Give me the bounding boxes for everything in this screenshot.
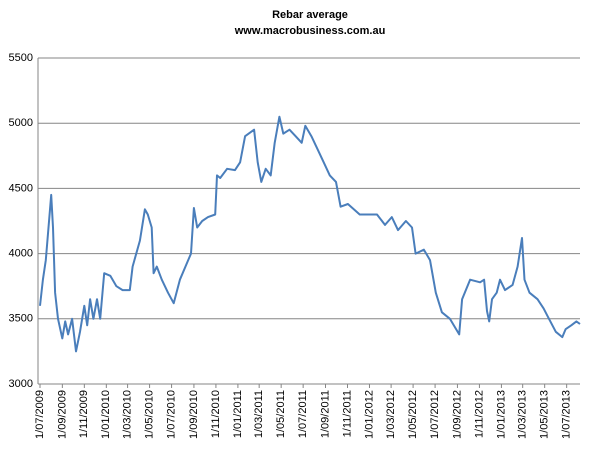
x-tick-label: 1/11/2009 (78, 390, 90, 438)
y-tick-label: 4500 (9, 182, 33, 194)
x-tick-label: 1/11/2010 (210, 390, 222, 438)
x-tick-label: 1/07/2012 (429, 390, 441, 439)
x-tick-label: 1/05/2012 (407, 390, 419, 439)
x-tick-label: 1/11/2012 (473, 390, 485, 438)
x-tick-label: 1/05/2010 (143, 390, 155, 439)
x-tick-label: 1/09/2012 (451, 390, 463, 439)
plot-area (38, 58, 580, 384)
x-tick-label: 1/01/2013 (495, 390, 507, 439)
x-tick-label: 1/03/2010 (122, 390, 134, 439)
y-tick-label: 5500 (9, 52, 33, 64)
x-tick-label: 1/07/2013 (561, 390, 573, 439)
x-tick-label: 1/05/2011 (275, 390, 287, 438)
x-tick-label: 1/07/2011 (297, 390, 309, 438)
x-tick-label: 1/07/2010 (165, 390, 177, 439)
x-tick-label: 1/03/2011 (253, 390, 265, 438)
x-tick-label: 1/01/2010 (100, 390, 112, 439)
x-tick-label: 1/01/2012 (363, 390, 375, 439)
data-line (39, 115, 581, 353)
x-tick-label: 1/07/2009 (34, 390, 46, 439)
y-tick-label: 3500 (9, 313, 33, 325)
x-tick-label: 1/09/2010 (188, 390, 200, 439)
y-tick-label: 5000 (9, 117, 33, 129)
y-tick-label: 4000 (9, 248, 33, 260)
x-tick-label: 1/03/2012 (385, 390, 397, 439)
x-tick-label: 1/11/2011 (341, 390, 353, 437)
x-tick-label: 1/01/2011 (232, 390, 244, 438)
x-tick-label: 1/03/2013 (517, 390, 529, 439)
chart-title: Rebar average (272, 9, 348, 21)
x-tick-label: 1/09/2011 (319, 390, 331, 438)
y-tick-label: 3000 (9, 378, 33, 390)
chart-subtitle: www.macrobusiness.com.au (234, 25, 386, 37)
x-tick-label: 1/09/2009 (56, 390, 68, 439)
x-tick-label: 1/05/2013 (539, 390, 551, 439)
